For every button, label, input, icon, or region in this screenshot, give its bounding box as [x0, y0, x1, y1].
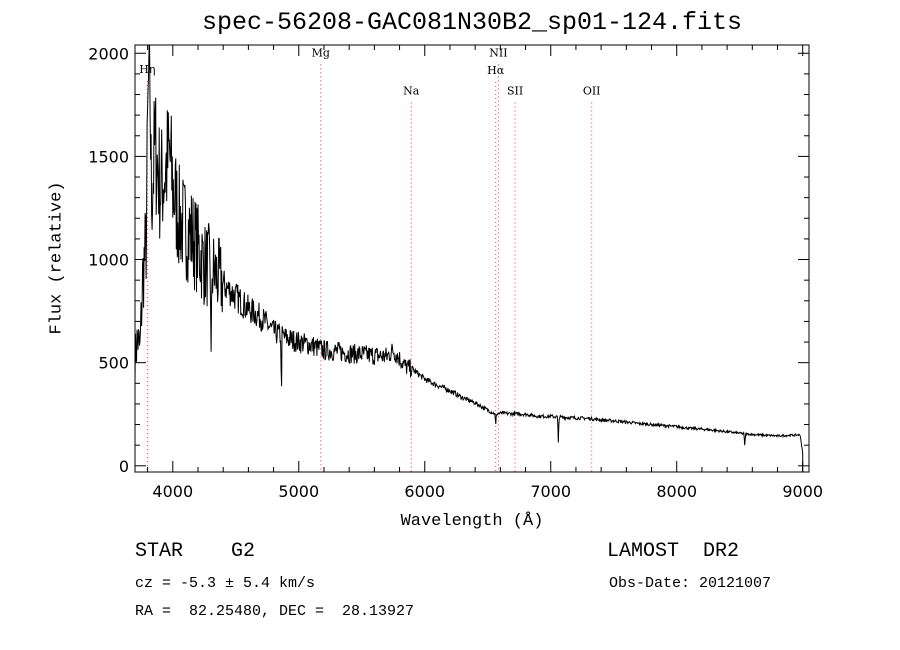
line-marker-label: OII	[583, 85, 601, 98]
x-tick-label: 8000	[656, 482, 697, 501]
y-tick-label: 500	[98, 354, 129, 373]
plot-frame	[134, 44, 810, 473]
line-marker-label: NII	[489, 46, 507, 59]
x-tick-label: 9000	[782, 482, 823, 501]
x-tick-label: 4000	[152, 482, 193, 501]
line-marker-label: Hα	[487, 64, 505, 77]
spectrum-line	[134, 44, 804, 472]
x-axis-label: Wavelength (Å)	[400, 512, 544, 531]
line-marker-label: Mg	[312, 46, 330, 59]
coordinates-text: RA = 82.25480, DEC = 28.13927	[135, 603, 415, 620]
line-marker-label: SII	[507, 85, 523, 98]
velocity-text: cz = -5.3 ± 5.4 km/s	[135, 575, 316, 592]
object-class: STAR G2	[135, 540, 256, 563]
x-tick-label: 6000	[404, 482, 445, 501]
x-tick-label: 5000	[278, 482, 319, 501]
line-marker-label: Hη	[139, 63, 155, 76]
y-axis-label: Flux (relative)	[47, 181, 67, 335]
y-tick-label: 1000	[88, 251, 129, 270]
y-tick-label: 2000	[88, 44, 129, 63]
obs-date-text: Obs-Date: 20121007	[609, 575, 772, 592]
line-marker-label: Na	[403, 85, 420, 98]
chart-title: spec-56208-GAC081N30B2_sp01-124.fits	[201, 8, 743, 37]
axis-ticks: 4000 5000 6000 7000 8000 9000 0 500 1000 1500 2000	[88, 44, 823, 501]
x-tick-label: 7000	[530, 482, 571, 501]
y-tick-label: 1500	[88, 147, 129, 166]
y-tick-label: 0	[119, 457, 129, 476]
survey-name: LAMOST DR2	[607, 540, 740, 563]
